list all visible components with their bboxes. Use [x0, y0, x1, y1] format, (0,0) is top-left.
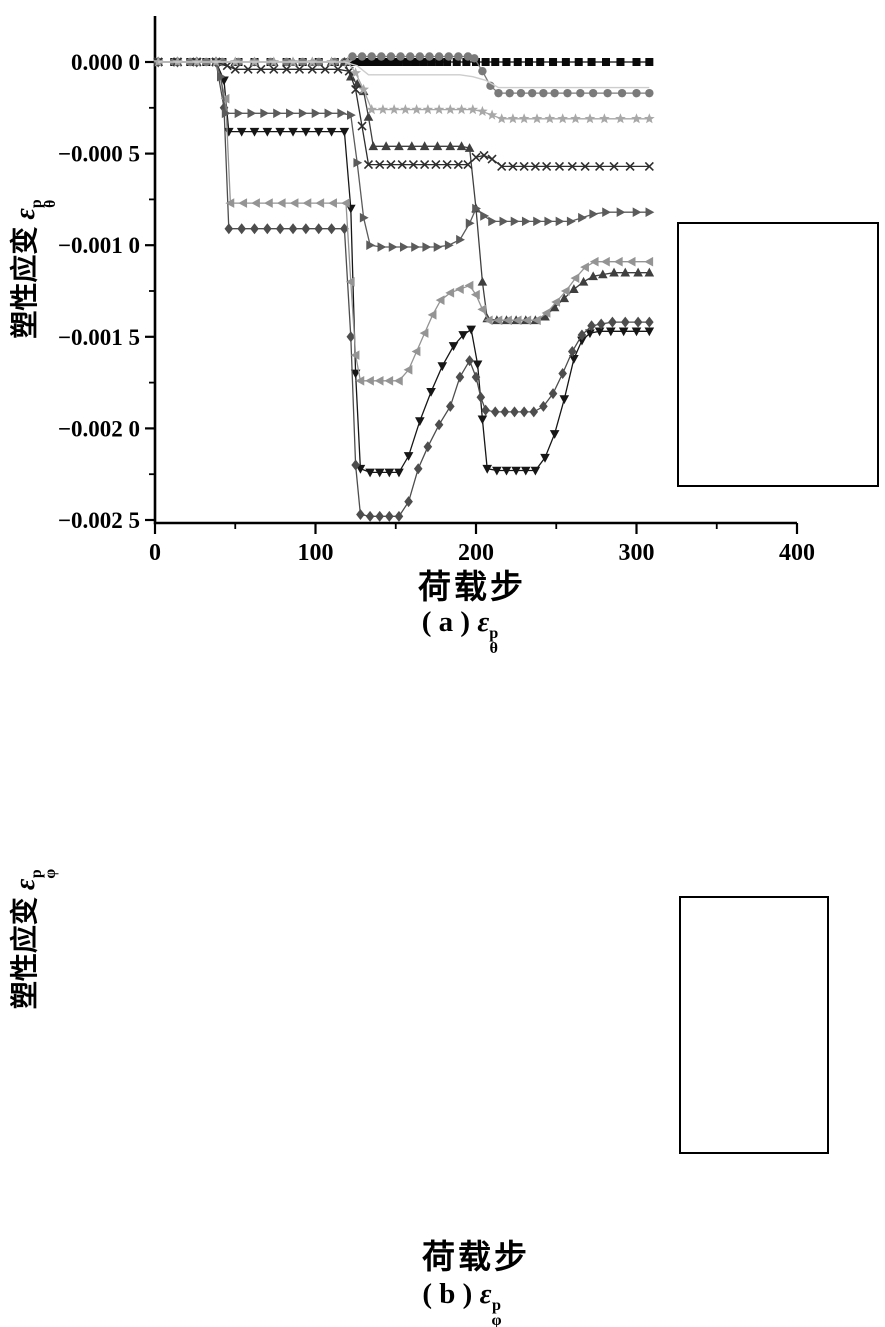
chart-a: 0.000 0 −0.000 5 −0.001 0 −0.001 5 −0.002 0 −…	[58, 16, 815, 566]
x-tick-label: 200	[458, 540, 494, 566]
y-tick-label: −0.001 5	[58, 325, 140, 350]
y-tick-label: −0.001 0	[58, 233, 140, 258]
x-tick-label: 0	[149, 540, 161, 566]
series-phi-18.6°	[153, 57, 654, 386]
y-tick-label: −0.002 5	[58, 508, 140, 533]
series-phi-22.0°	[154, 57, 655, 252]
x-tick-label: 100	[298, 540, 334, 566]
legend-b	[679, 896, 829, 1154]
x-axis-label-b: 荷载步	[422, 1240, 530, 1276]
legend-a	[677, 222, 879, 487]
y-tick-label: 0.000 0	[71, 50, 140, 75]
y-tick-label: −0.002 0	[58, 416, 140, 441]
x-axis-label-a: 荷载步	[418, 570, 526, 606]
series-phi-14.9°	[153, 58, 655, 478]
series-phi-37.6°	[158, 61, 650, 89]
y-tick-label: −0.000 5	[58, 142, 140, 167]
x-tick-label: 400	[779, 540, 815, 566]
series-phi-16.7°	[153, 56, 654, 522]
x-tick-label: 300	[619, 540, 655, 566]
